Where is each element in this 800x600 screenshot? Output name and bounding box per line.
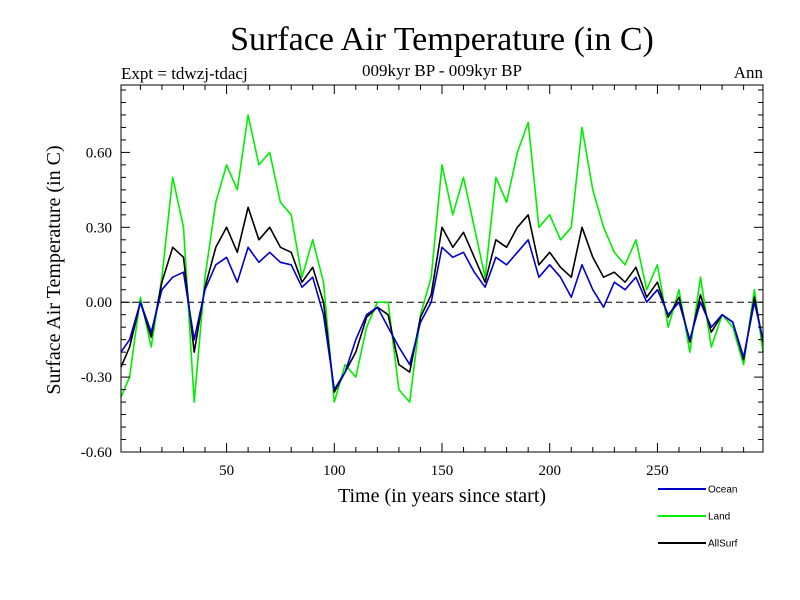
y-tick-label: -0.60	[81, 445, 112, 461]
legend: Ocean Land AllSurf	[658, 485, 738, 550]
legend-label-ocean: Ocean	[708, 485, 737, 496]
y-axis-label: Surface Air Temperature (in C)	[43, 145, 65, 394]
chart-subtitle: 009kyr BP - 009kyr BP	[362, 61, 522, 80]
plot-frame	[120, 84, 764, 453]
season-label: Ann	[734, 63, 764, 82]
experiment-label: Expt = tdwzj-tdacj	[121, 64, 248, 83]
legend-label-land: Land	[708, 512, 730, 523]
x-tick-label: 200	[538, 463, 561, 479]
series-line-allsurf	[120, 206, 764, 393]
series-layer	[120, 114, 764, 403]
x-axis-label: Time (in years since start)	[338, 485, 546, 507]
x-tick-label: 100	[323, 463, 346, 479]
y-tick-label: 0.00	[86, 295, 112, 311]
x-tick-label: 150	[431, 463, 454, 479]
x-tick-label: 50	[219, 463, 234, 479]
y-tick-label: 0.30	[86, 220, 112, 236]
y-tick-label: 0.60	[86, 145, 112, 161]
series-line-land	[120, 114, 764, 403]
y-tick-label: -0.30	[81, 370, 112, 386]
ticks-layer: 50 100 150 200 250 -0.60 -0.30 0.00 0.30 0.60	[81, 85, 763, 479]
x-tick-label: 250	[646, 463, 669, 479]
chart-title: Surface Air Temperature (in C)	[230, 21, 654, 58]
series-line-ocean	[120, 239, 764, 391]
legend-label-allsurf: AllSurf	[708, 539, 738, 550]
